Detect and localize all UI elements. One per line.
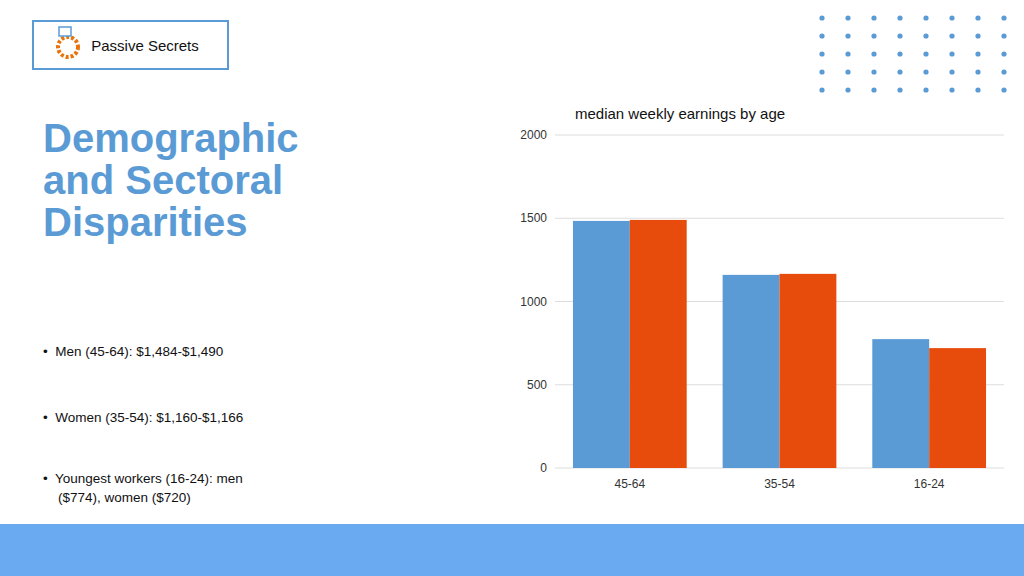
dot	[845, 33, 850, 38]
dot	[871, 51, 876, 56]
dot	[845, 15, 850, 20]
dot	[949, 33, 954, 38]
dot	[975, 33, 980, 38]
bars	[573, 220, 986, 468]
dot	[845, 69, 850, 74]
y-tick-label: 500	[527, 378, 547, 392]
bar	[573, 221, 630, 468]
x-tick-label: 45-64	[614, 477, 645, 491]
bar	[723, 275, 780, 468]
dot	[1001, 15, 1006, 20]
dot	[897, 15, 902, 20]
dot-pattern	[819, 15, 1006, 92]
dot	[949, 51, 954, 56]
y-tick-label: 2000	[520, 128, 547, 142]
dot	[897, 51, 902, 56]
dot	[1001, 51, 1006, 56]
dot	[871, 33, 876, 38]
dot	[923, 51, 928, 56]
dot	[1001, 87, 1006, 92]
dot	[1001, 69, 1006, 74]
bottom-bar	[0, 524, 1024, 576]
dot	[949, 87, 954, 92]
grid-line	[555, 135, 1004, 136]
dot	[923, 87, 928, 92]
dot	[975, 15, 980, 20]
dot	[819, 69, 824, 74]
chart-title: median weekly earnings by age	[575, 105, 785, 122]
dot	[923, 33, 928, 38]
dot	[897, 69, 902, 74]
bar	[630, 220, 687, 468]
bar	[872, 339, 929, 468]
dot	[871, 87, 876, 92]
x-tick-label: 35-54	[764, 477, 795, 491]
x-axis: 45-64 35-54 16-24	[614, 477, 944, 491]
background	[0, 0, 1024, 576]
dot	[1001, 33, 1006, 38]
dot	[923, 69, 928, 74]
page: Demographicand SectoralDisparities • Men …	[0, 0, 1024, 576]
dot	[871, 15, 876, 20]
logo-gear	[58, 37, 78, 57]
dot	[923, 15, 928, 20]
dot	[975, 51, 980, 56]
logo-screen	[59, 27, 71, 36]
dot	[819, 15, 824, 20]
grid-line	[555, 218, 1004, 219]
bullet-point: • Men (45-64): $1,484-$1,490	[43, 344, 223, 359]
y-tick-label: 0	[540, 461, 547, 475]
logo-box	[33, 21, 228, 69]
dot	[975, 69, 980, 74]
dot	[845, 87, 850, 92]
logo-text: Passive Secrets	[91, 37, 199, 54]
bar	[929, 348, 986, 468]
bar	[780, 274, 837, 468]
dot	[871, 69, 876, 74]
dot	[949, 69, 954, 74]
bullet-point: • Women (35-54): $1,160-$1,166	[43, 410, 243, 425]
dot	[819, 51, 824, 56]
bullet-point: • Youngest workers (16-24): men ($774), …	[43, 471, 243, 505]
dot	[949, 15, 954, 20]
dot	[897, 33, 902, 38]
x-tick-label: 16-24	[914, 477, 945, 491]
y-tick-label: 1500	[520, 211, 547, 225]
dot	[975, 87, 980, 92]
dot	[897, 87, 902, 92]
dot	[819, 87, 824, 92]
dot	[819, 33, 824, 38]
y-tick-label: 1000	[520, 295, 547, 309]
panel-title: Demographicand SectoralDisparities	[43, 116, 299, 244]
dot	[845, 51, 850, 56]
y-axis: 0 500 1000 1500 2000	[520, 128, 1004, 475]
